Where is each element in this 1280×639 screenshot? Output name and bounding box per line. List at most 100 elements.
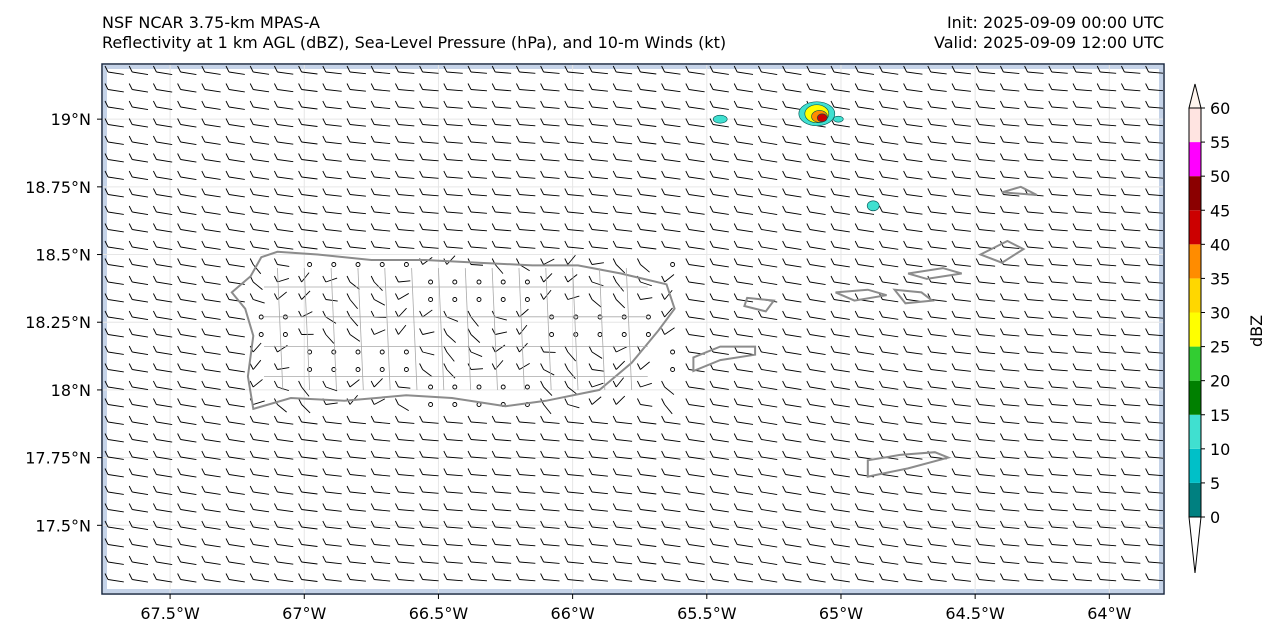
wind-barb-flag (709, 293, 714, 300)
wind-barb-shaft (543, 439, 560, 442)
wind-barb-flag (467, 485, 472, 493)
wind-barb-flag (201, 503, 206, 510)
wind-barb-shaft (761, 456, 778, 460)
wind-barb-shaft (132, 404, 149, 408)
wind-barb-flag (733, 100, 738, 108)
wind-barb-flag (152, 205, 157, 213)
wind-barb-flag (564, 485, 569, 493)
wind-barb-flag (757, 398, 762, 405)
wind-barb-shaft (277, 579, 294, 583)
wind-barb-flag (927, 538, 932, 545)
wind-barb-flag (975, 83, 980, 90)
wind-barb-shaft (809, 386, 826, 390)
wind-barb-flag (951, 468, 956, 475)
wind-barb-shaft (616, 246, 633, 250)
wind-barb-flag (1120, 65, 1125, 73)
wind-barb-flag (564, 573, 569, 580)
wind-barb-shaft (398, 509, 415, 512)
wind-barb-flag (467, 555, 472, 563)
calm-wind-marker (331, 349, 337, 355)
wind-barb-flag (685, 328, 690, 335)
wind-barb-flag (854, 328, 859, 335)
wind-barb-shaft (954, 229, 971, 232)
wind-barb-shaft (107, 491, 124, 495)
wind-barb-flag (1048, 538, 1053, 545)
wind-barb-shaft (180, 124, 197, 128)
colorbar-tick-label: 40 (1210, 235, 1230, 254)
wind-barb-shaft (1148, 334, 1163, 337)
wind-barb-shaft (470, 421, 487, 424)
wind-barb-flag (467, 433, 472, 440)
wind-barb-shaft (156, 421, 173, 425)
wind-barb-shaft (253, 439, 270, 443)
wind-barb-shaft (761, 509, 778, 513)
wind-barb-flag (443, 83, 448, 90)
wind-barb-flag (201, 188, 206, 195)
wind-barb-flag (491, 240, 496, 248)
wind-barb-flag (636, 503, 641, 510)
wind-barb-shaft (979, 124, 996, 127)
wind-barb-shaft (107, 561, 124, 565)
wind-barb-flag (1145, 258, 1150, 265)
wind-barb-shaft (204, 561, 221, 565)
wind-barb-shaft (543, 544, 560, 547)
wind-barb-shaft (906, 211, 923, 215)
wind-barb-shaft (858, 369, 875, 373)
wind-barb-flag (104, 205, 109, 213)
wind-barb-shaft (1003, 194, 1020, 197)
wind-barb-flag (612, 118, 617, 125)
wind-barb-flag (999, 223, 1004, 230)
wind-barb-shaft (979, 544, 996, 547)
wind-barb-shaft (591, 159, 608, 162)
wind-barb-shaft (712, 176, 729, 180)
wind-barb-shaft (398, 124, 415, 127)
wind-barb-flag (685, 468, 690, 475)
wind-barb-flag (249, 485, 254, 493)
wind-barb-flag (346, 380, 351, 388)
wind-barb-shaft (301, 159, 318, 162)
wind-barb-flag (709, 345, 714, 353)
wind-barb-flag (152, 118, 157, 125)
wind-barb-flag (564, 555, 569, 563)
wind-barb-shaft (470, 264, 484, 266)
wind-barb-flag (564, 293, 569, 300)
wind-barb-flag (1072, 433, 1077, 440)
wind-barb-flag (685, 398, 690, 405)
wind-barb-flag (128, 503, 133, 510)
wind-barb-flag (443, 503, 448, 510)
wind-barb-flag (782, 450, 787, 458)
wind-barb-shaft (640, 211, 657, 215)
wind-barb-flag (298, 555, 303, 563)
wind-barb-shaft (1027, 526, 1044, 529)
wind-barb-flag (588, 205, 593, 213)
wind-barb-flag (999, 153, 1004, 160)
wind-barb-shaft (737, 89, 754, 93)
wind-barb-shaft (785, 281, 802, 285)
calm-wind-marker (403, 349, 409, 355)
wind-barb-shaft (156, 526, 173, 530)
wind-barb-shaft (277, 561, 294, 565)
wind-barb-shaft (1027, 561, 1044, 564)
wind-barb-shaft (180, 264, 197, 268)
wind-barb-flag (1024, 223, 1029, 230)
wind-barb-shaft (132, 351, 149, 355)
calm-wind-marker (403, 262, 409, 267)
wind-barb-flag (370, 398, 375, 405)
wind-barb-shaft (979, 159, 996, 162)
wind-barb-flag (709, 415, 714, 423)
wind-barb-shaft (591, 474, 608, 477)
wind-barb-shaft (228, 194, 245, 198)
wind-barb-flag (854, 363, 859, 370)
puerto-rico-coast (230, 250, 676, 411)
wind-barb-shaft (349, 194, 366, 197)
wind-barb-shaft (688, 246, 705, 250)
wind-barb-shaft (954, 124, 971, 127)
wind-barb-flag (1096, 555, 1101, 563)
wind-barb-shaft (301, 71, 318, 75)
wind-barb-flag (346, 398, 351, 405)
wind-barb-flag (128, 100, 133, 108)
wind-barb-flag (854, 503, 859, 510)
wind-barb-flag (830, 310, 835, 318)
wind-barb-flag (588, 538, 593, 545)
wind-barb-flag (419, 100, 424, 108)
